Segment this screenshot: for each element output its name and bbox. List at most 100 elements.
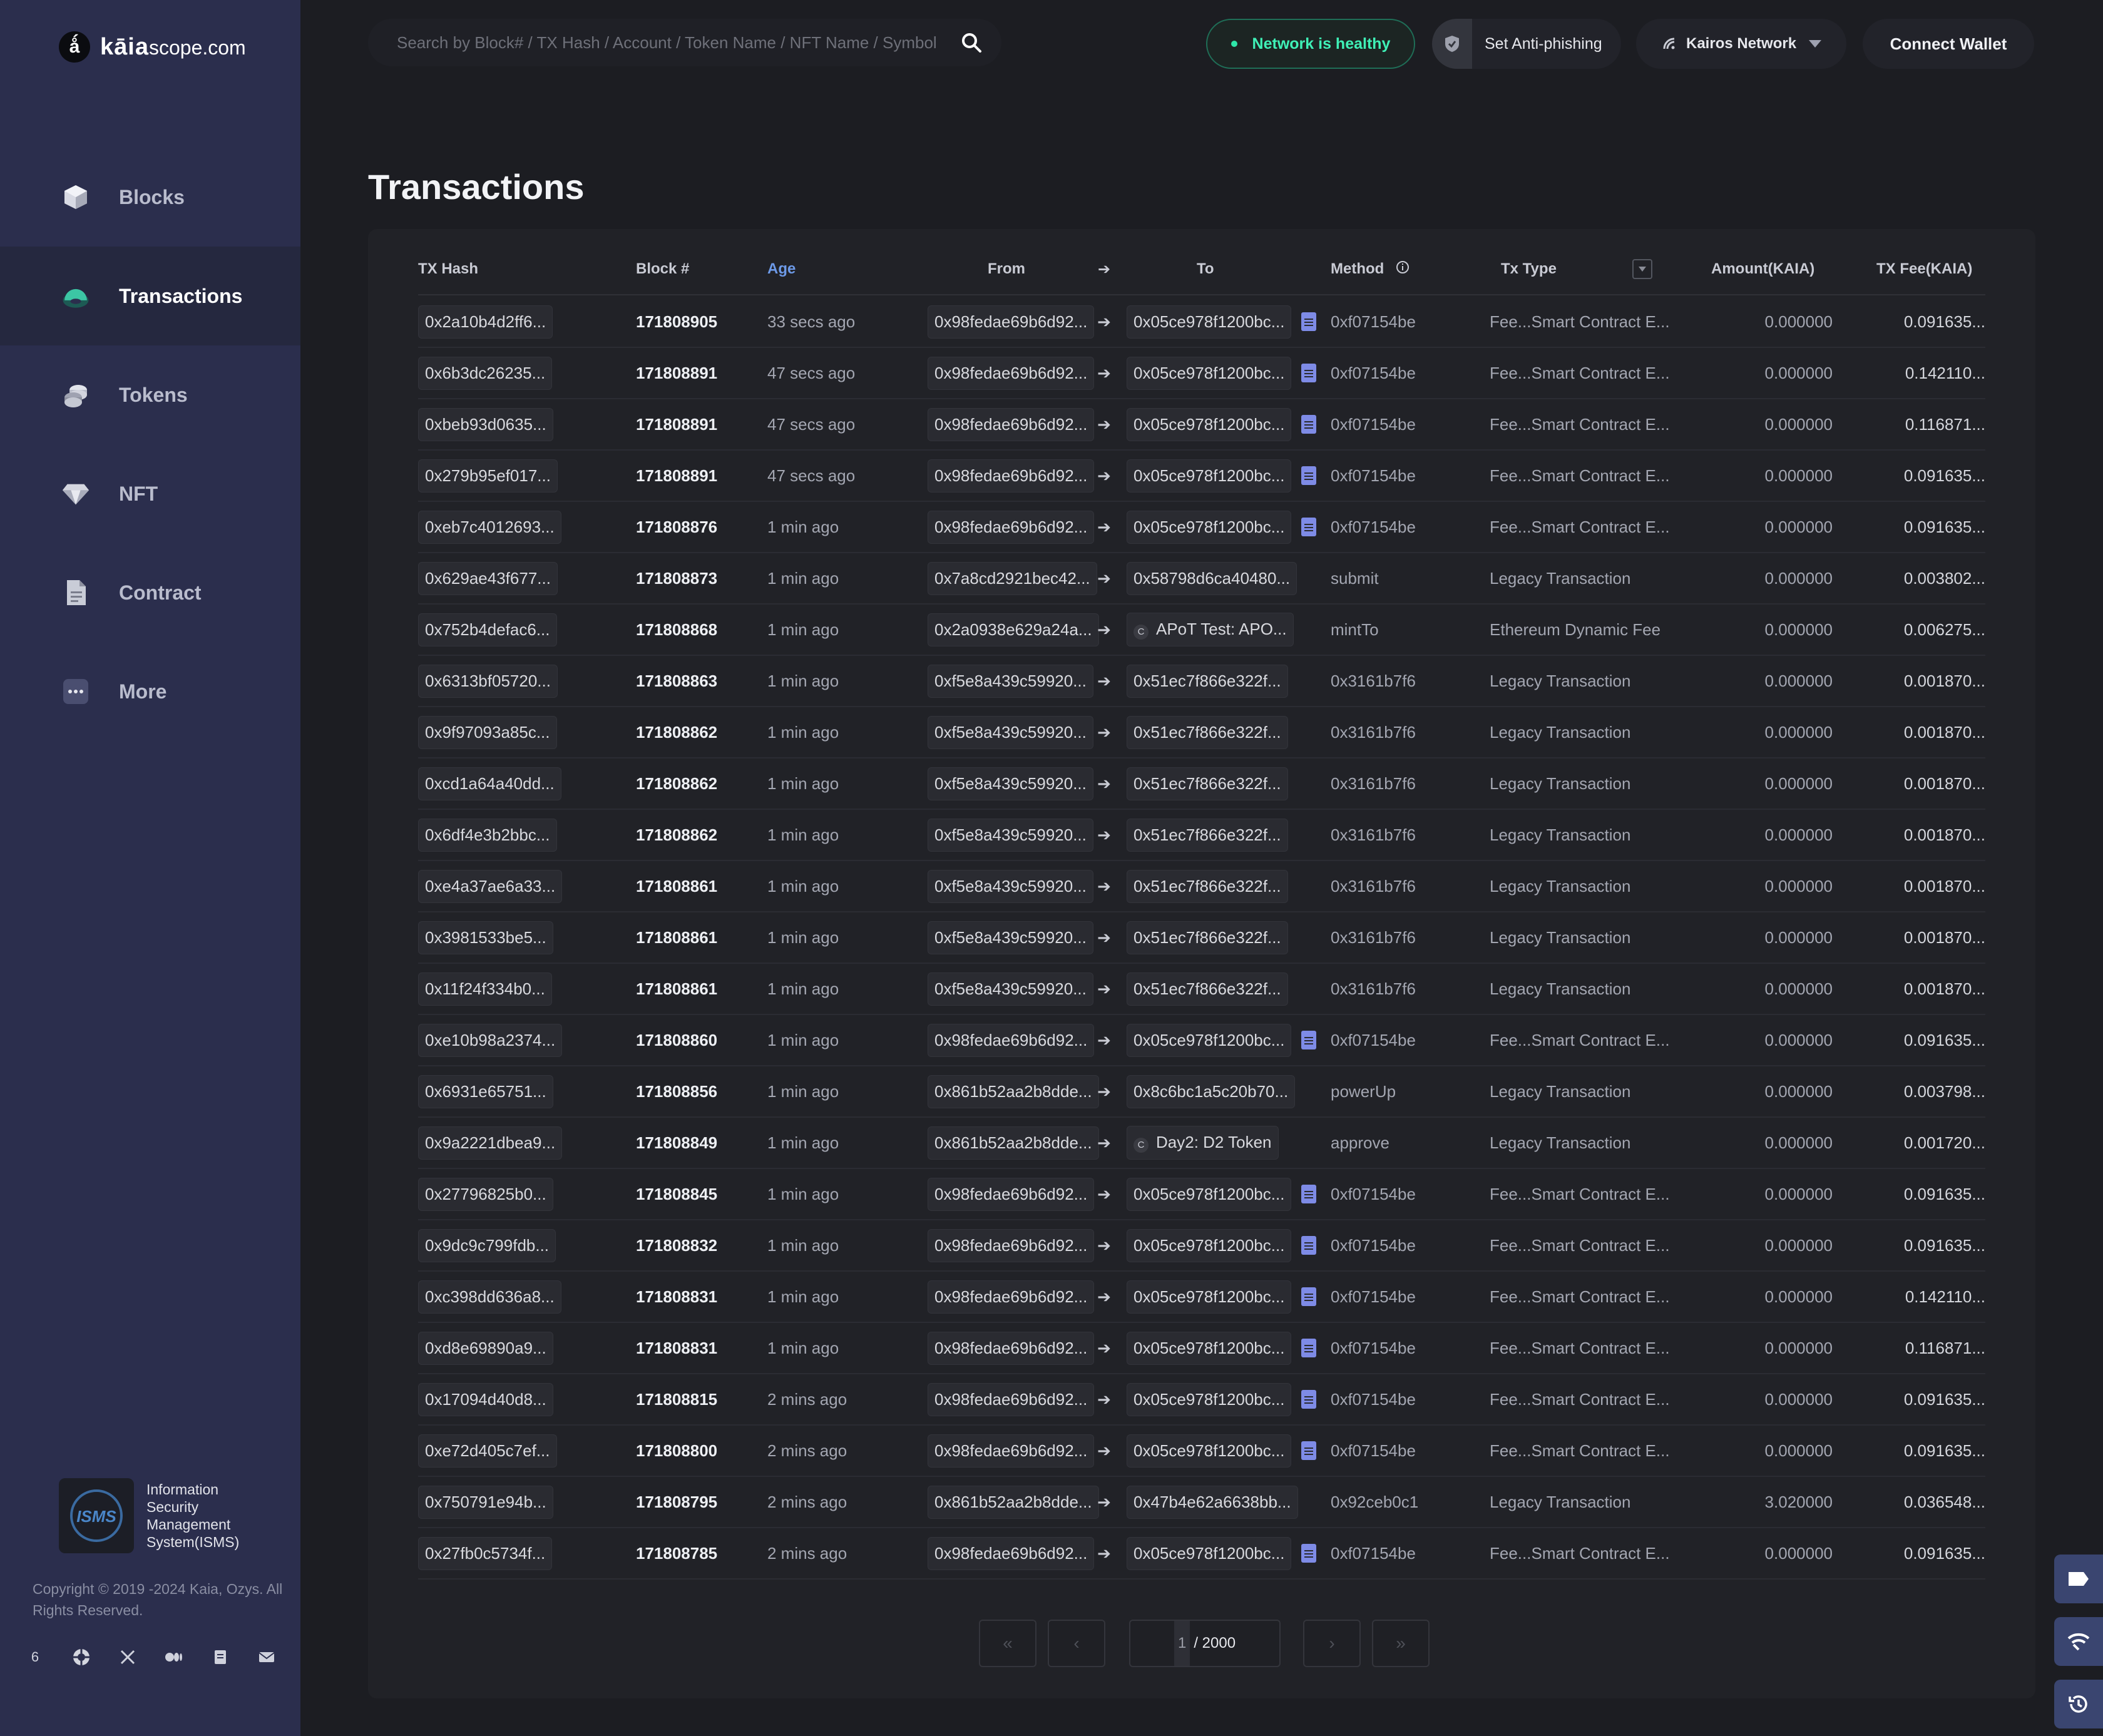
x-icon[interactable]: [118, 1647, 138, 1667]
logo[interactable]: ǻ kāiascope.com: [59, 29, 246, 65]
network-selector[interactable]: Kairos Network: [1636, 19, 1846, 69]
tx-hash-link[interactable]: 0x27fb0c5734f...: [418, 1536, 553, 1570]
tx-hash-link[interactable]: 0x9a2221dbea9...: [418, 1126, 563, 1160]
to-address[interactable]: 0x05ce978f1200bc...: [1127, 1382, 1292, 1416]
from-address[interactable]: 0x98fedae69b6d92...: [928, 1177, 1095, 1211]
from-address[interactable]: 0xf5e8a439c59920...: [928, 972, 1093, 1006]
to-address[interactable]: 0x58798d6ca40480...: [1127, 561, 1297, 595]
table-row[interactable]: 0x17094d40d8... 171808815 2 mins ago 0x98fe…: [418, 1374, 1985, 1426]
from-address[interactable]: 0x861b52aa2b8dde...: [928, 1126, 1099, 1160]
to-address[interactable]: 0x51ec7f866e322f...: [1127, 972, 1288, 1006]
six-link[interactable]: 6: [31, 1649, 39, 1665]
connect-wallet-button[interactable]: Connect Wallet: [1863, 19, 2034, 69]
tx-hash-link[interactable]: 0x9dc9c799fdb...: [418, 1228, 556, 1262]
last-page-button[interactable]: »: [1372, 1620, 1430, 1667]
from-address[interactable]: 0xf5e8a439c59920...: [928, 818, 1093, 852]
table-row[interactable]: 0x6313bf05720... 171808863 1 min ago 0xf5e8…: [418, 656, 1985, 707]
table-row[interactable]: 0x27fb0c5734f... 171808785 2 mins ago 0x98f…: [418, 1528, 1985, 1580]
block-number-link[interactable]: 171808863: [636, 671, 718, 690]
tx-hash-link[interactable]: 0x752b4defac6...: [418, 613, 557, 646]
tx-hash-link[interactable]: 0x6df4e3b2bbc...: [418, 818, 557, 852]
block-number-link[interactable]: 171808845: [636, 1184, 718, 1203]
tx-hash-link[interactable]: 0xc398dd636a8...: [418, 1280, 561, 1314]
block-number-link[interactable]: 171808815: [636, 1389, 718, 1409]
block-number-link[interactable]: 171808831: [636, 1338, 718, 1357]
to-address[interactable]: 0x05ce978f1200bc...: [1127, 356, 1292, 390]
sidebar-item-transactions[interactable]: Transactions: [0, 247, 300, 345]
github-icon[interactable]: [71, 1647, 91, 1667]
table-row[interactable]: 0x6931e65751... 171808856 1 min ago 0x861b5…: [418, 1066, 1985, 1118]
table-row[interactable]: 0xe10b98a2374... 171808860 1 min ago 0x98fe…: [418, 1015, 1985, 1066]
history-icon[interactable]: [2054, 1680, 2103, 1728]
table-row[interactable]: 0x752b4defac6... 171808868 1 min ago 0x2a09…: [418, 605, 1985, 656]
search-input[interactable]: [397, 33, 948, 53]
info-icon[interactable]: [1396, 260, 1410, 278]
block-number-link[interactable]: 171808876: [636, 517, 718, 536]
table-row[interactable]: 0xe72d405c7ef... 171808800 2 mins ago 0x98f…: [418, 1426, 1985, 1477]
block-number-link[interactable]: 171808832: [636, 1235, 718, 1255]
tx-hash-link[interactable]: 0x629ae43f677...: [418, 561, 558, 595]
block-number-link[interactable]: 171808860: [636, 1030, 718, 1049]
sidebar-item-blocks[interactable]: Blocks: [0, 148, 300, 247]
docs-icon[interactable]: [210, 1647, 230, 1667]
prev-page-button[interactable]: ‹: [1048, 1620, 1105, 1667]
block-number-link[interactable]: 171808862: [636, 774, 718, 793]
tx-hash-link[interactable]: 0xe10b98a2374...: [418, 1023, 563, 1057]
table-row[interactable]: 0x9f97093a85c... 171808862 1 min ago 0xf5e8…: [418, 707, 1985, 758]
to-address[interactable]: C Day2: D2 Token: [1127, 1126, 1279, 1160]
to-address[interactable]: 0x05ce978f1200bc...: [1127, 1434, 1292, 1468]
block-number-link[interactable]: 171808862: [636, 825, 718, 844]
sidebar-item-tokens[interactable]: Tokens: [0, 345, 300, 444]
tx-hash-link[interactable]: 0x750791e94b...: [418, 1485, 553, 1519]
to-address[interactable]: 0x05ce978f1200bc...: [1127, 459, 1292, 493]
next-page-button[interactable]: ›: [1303, 1620, 1361, 1667]
block-number-link[interactable]: 171808891: [636, 466, 718, 485]
from-address[interactable]: 0xf5e8a439c59920...: [928, 869, 1093, 903]
from-address[interactable]: 0xf5e8a439c59920...: [928, 767, 1093, 800]
block-number-link[interactable]: 171808861: [636, 876, 718, 896]
from-address[interactable]: 0x2a0938e629a24a...: [928, 613, 1099, 646]
from-address[interactable]: 0x98fedae69b6d92...: [928, 305, 1095, 339]
to-token-name[interactable]: APoT Test: APO...: [1156, 620, 1287, 639]
sidebar-item-more[interactable]: More: [0, 642, 300, 741]
anti-phishing-button[interactable]: Set Anti-phishing: [1432, 19, 1621, 69]
from-address[interactable]: 0x98fedae69b6d92...: [928, 510, 1095, 544]
block-number-link[interactable]: 171808831: [636, 1287, 718, 1306]
filter-dropdown-icon[interactable]: [1632, 259, 1652, 279]
table-row[interactable]: 0x629ae43f677... 171808873 1 min ago 0x7a8c…: [418, 553, 1985, 605]
from-address[interactable]: 0x98fedae69b6d92...: [928, 407, 1095, 441]
to-address[interactable]: 0x05ce978f1200bc...: [1127, 305, 1292, 339]
block-number-link[interactable]: 171808873: [636, 568, 718, 588]
signal-icon[interactable]: [2054, 1617, 2103, 1666]
network-status-badge[interactable]: Network is healthy: [1206, 19, 1415, 69]
table-row[interactable]: 0x6b3dc26235... 171808891 47 secs ago 0x98f…: [418, 348, 1985, 399]
to-address[interactable]: C APoT Test: APO...: [1127, 613, 1294, 646]
from-address[interactable]: 0x98fedae69b6d92...: [928, 459, 1095, 493]
to-address[interactable]: 0x51ec7f866e322f...: [1127, 818, 1288, 852]
table-row[interactable]: 0x279b95ef017... 171808891 47 secs ago 0x98…: [418, 451, 1985, 502]
table-row[interactable]: 0xd8e69890a9... 171808831 1 min ago 0x98fed…: [418, 1323, 1985, 1374]
from-address[interactable]: 0x7a8cd2921bec42...: [928, 561, 1097, 595]
page-indicator[interactable]: 1 / 2000: [1129, 1620, 1281, 1667]
block-number-link[interactable]: 171808849: [636, 1133, 718, 1152]
first-page-button[interactable]: «: [979, 1620, 1036, 1667]
to-address[interactable]: 0x05ce978f1200bc...: [1127, 1331, 1292, 1365]
tx-hash-link[interactable]: 0xe4a37ae6a33...: [418, 869, 563, 903]
table-row[interactable]: 0xbeb93d0635... 171808891 47 secs ago 0x98f…: [418, 399, 1985, 451]
block-number-link[interactable]: 171808861: [636, 979, 718, 998]
to-token-name[interactable]: Day2: D2 Token: [1156, 1133, 1272, 1152]
block-number-link[interactable]: 171808891: [636, 414, 718, 434]
tx-hash-link[interactable]: 0x11f24f334b0...: [418, 972, 552, 1006]
block-number-link[interactable]: 171808795: [636, 1492, 718, 1511]
block-number-link[interactable]: 171808905: [636, 312, 718, 331]
to-address[interactable]: 0x51ec7f866e322f...: [1127, 664, 1288, 698]
to-address[interactable]: 0x51ec7f866e322f...: [1127, 767, 1288, 800]
table-row[interactable]: 0x3981533be5... 171808861 1 min ago 0xf5e8a…: [418, 912, 1985, 964]
tx-hash-link[interactable]: 0xcd1a64a40dd...: [418, 767, 561, 800]
from-address[interactable]: 0xf5e8a439c59920...: [928, 715, 1093, 749]
tx-hash-link[interactable]: 0x279b95ef017...: [418, 459, 558, 493]
table-row[interactable]: 0xe4a37ae6a33... 171808861 1 min ago 0xf5e8…: [418, 861, 1985, 912]
to-address[interactable]: 0x51ec7f866e322f...: [1127, 869, 1288, 903]
from-address[interactable]: 0x861b52aa2b8dde...: [928, 1075, 1099, 1108]
col-age[interactable]: Age: [767, 260, 796, 277]
